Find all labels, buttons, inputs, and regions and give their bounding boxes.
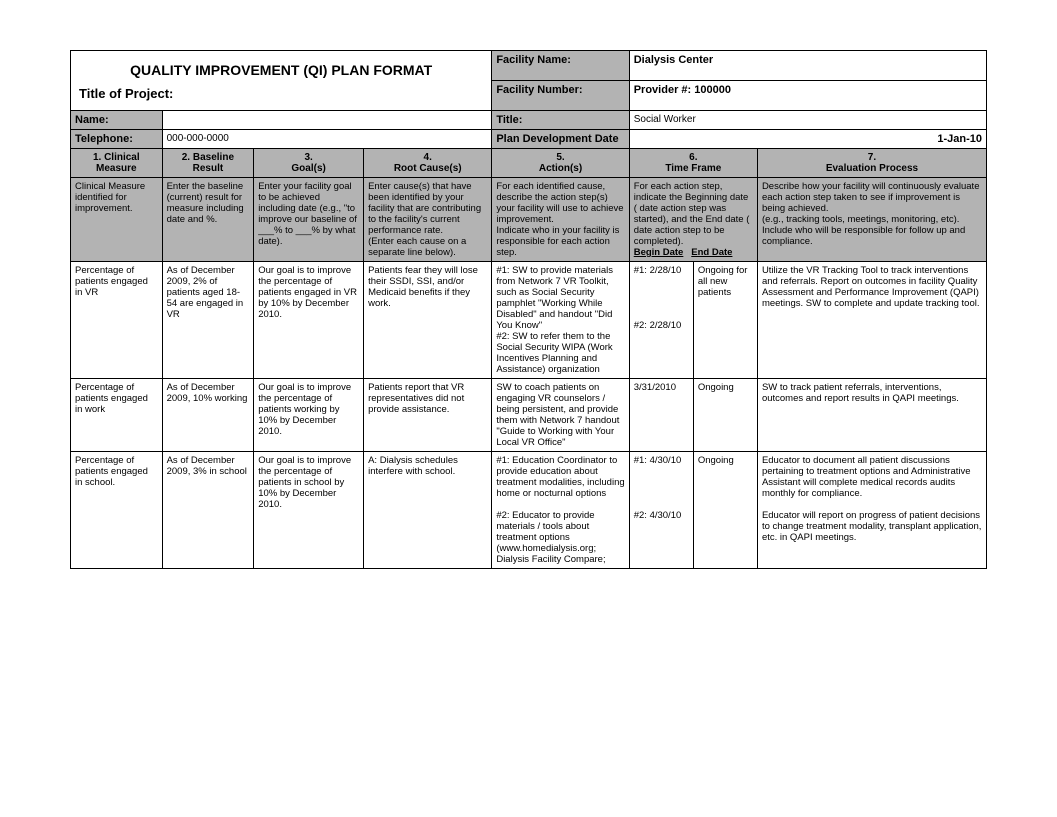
row1-begin: #1: 2/28/10 #2: 2/28/10 <box>629 262 693 379</box>
row3-begin: #1: 4/30/10 #2: 4/30/10 <box>629 452 693 569</box>
qi-plan-table: QUALITY IMPROVEMENT (QI) PLAN FORMAT Tit… <box>70 50 987 569</box>
row2-end: Ongoing <box>693 379 757 452</box>
col-head-4: 4.Root Cause(s) <box>364 149 492 178</box>
row1-root: Patients fear they will lose their SSDI,… <box>364 262 492 379</box>
desc-7: Describe how your facility will continuo… <box>757 178 986 262</box>
row2-measure: Percentage of patients engaged in work <box>71 379 163 452</box>
plan-title: QUALITY IMPROVEMENT (QI) PLAN FORMAT <box>75 54 487 82</box>
desc-4: Enter cause(s) that have been identified… <box>364 178 492 262</box>
telephone-value: 000-000-0000 <box>162 130 492 149</box>
desc-5: For each identified cause, describe the … <box>492 178 629 262</box>
col-head-6: 6.Time Frame <box>629 149 757 178</box>
row2-eval: SW to track patient referrals, intervent… <box>757 379 986 452</box>
row3-eval: Educator to document all patient discuss… <box>757 452 986 569</box>
row1-eval: Utilize the VR Tracking Tool to track in… <box>757 262 986 379</box>
col-head-5: 5.Action(s) <box>492 149 629 178</box>
title-label: Title: <box>492 111 629 130</box>
col-head-1: 1. Clinical Measure <box>71 149 163 178</box>
row3-end: Ongoing <box>693 452 757 569</box>
plan-date-label: Plan Development Date <box>492 130 629 149</box>
row1-goal: Our goal is to improve the percentage of… <box>254 262 364 379</box>
desc-2: Enter the baseline (current) result for … <box>162 178 254 262</box>
row3-root: A: Dialysis schedules interfere with sch… <box>364 452 492 569</box>
row3-measure: Percentage of patients engaged in school… <box>71 452 163 569</box>
name-value <box>162 111 492 130</box>
title-of-project-label: Title of Project: <box>75 82 487 107</box>
title-value: Social Worker <box>629 111 986 130</box>
facility-name-value: Dialysis Center <box>629 51 986 81</box>
row1-action: #1: SW to provide materials from Network… <box>492 262 629 379</box>
row2-root: Patients report that VR representatives … <box>364 379 492 452</box>
desc-6: For each action step, indicate the Begin… <box>629 178 757 262</box>
col-head-2: 2. Baseline Result <box>162 149 254 178</box>
plan-date-value: 1-Jan-10 <box>629 130 986 149</box>
row2-begin: 3/31/2010 <box>629 379 693 452</box>
telephone-label: Telephone: <box>71 130 163 149</box>
name-label: Name: <box>71 111 163 130</box>
facility-name-label: Facility Name: <box>492 51 629 81</box>
facility-number-value: Provider #: 100000 <box>629 81 986 111</box>
row3-baseline: As of December 2009, 3% in school <box>162 452 254 569</box>
row1-baseline: As of December 2009, 2% of patients aged… <box>162 262 254 379</box>
row2-action: SW to coach patients on engaging VR coun… <box>492 379 629 452</box>
col-head-7: 7.Evaluation Process <box>757 149 986 178</box>
row2-baseline: As of December 2009, 10% working <box>162 379 254 452</box>
desc-1: Clinical Measure identified for improvem… <box>71 178 163 262</box>
row2-goal: Our goal is to improve the percentage of… <box>254 379 364 452</box>
row1-end: Ongoing for all new patients <box>693 262 757 379</box>
desc-3: Enter your facility goal to be achieved … <box>254 178 364 262</box>
col-head-3: 3.Goal(s) <box>254 149 364 178</box>
facility-number-label: Facility Number: <box>492 81 629 111</box>
row1-measure: Percentage of patients engaged in VR <box>71 262 163 379</box>
row3-goal: Our goal is to improve the percentage of… <box>254 452 364 569</box>
row3-action: #1: Education Coordinator to provide edu… <box>492 452 629 569</box>
